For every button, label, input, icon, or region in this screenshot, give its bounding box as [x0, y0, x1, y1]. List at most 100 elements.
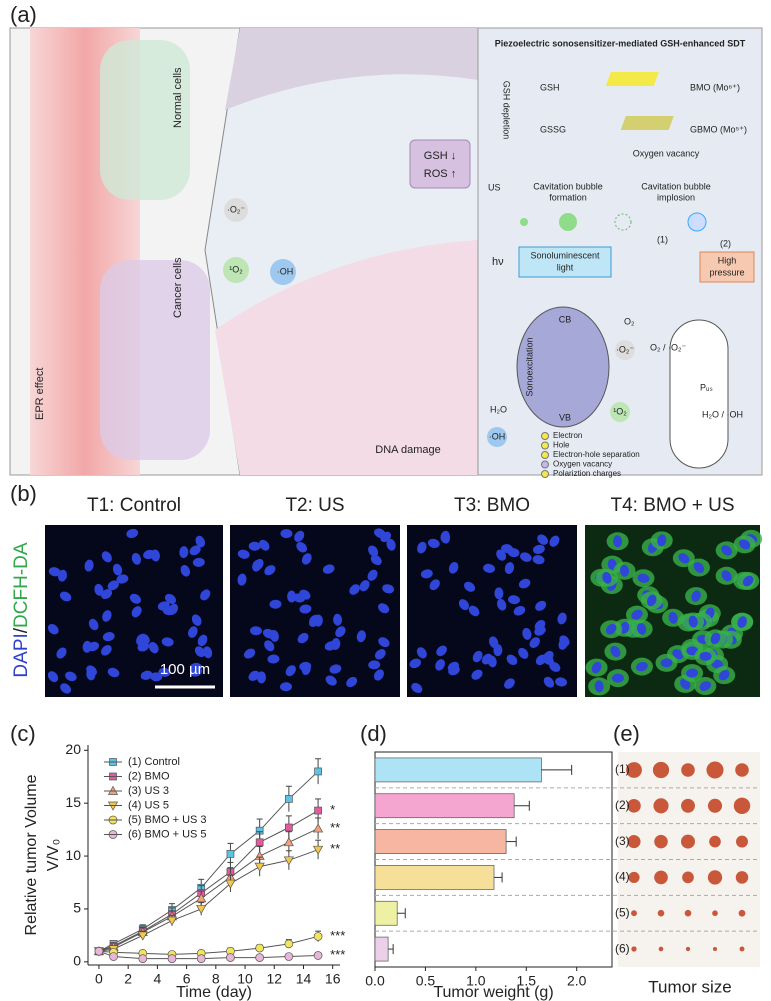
- marker: [284, 939, 294, 949]
- label: DNA damage: [375, 444, 440, 456]
- nucleus: [88, 618, 99, 631]
- tumor-photo: [618, 752, 760, 967]
- nucleus: [555, 677, 568, 687]
- legend-label: (1) Control: [128, 756, 180, 768]
- nucleus: [411, 682, 423, 694]
- nucleus: [143, 549, 155, 560]
- x-axis-label: Tumor weight (g): [433, 984, 553, 1001]
- label: Oxygen vacancy: [633, 148, 700, 158]
- nucleus: [370, 554, 382, 566]
- cell-membrane: [225, 28, 478, 110]
- nucleus: [494, 587, 504, 600]
- tumor: [626, 762, 642, 778]
- nucleus: [101, 645, 112, 656]
- marker: [312, 823, 324, 833]
- bubble: [520, 218, 528, 226]
- legend-marker: [541, 451, 549, 459]
- nucleus: [299, 589, 311, 600]
- nucleus: [594, 680, 604, 693]
- tumor: [628, 871, 640, 883]
- nucleus: [200, 589, 211, 601]
- nucleus: [112, 563, 123, 576]
- nucleus: [504, 562, 515, 574]
- nucleus: [148, 641, 159, 654]
- label: GBMO (Mo⁵⁺): [690, 124, 747, 134]
- label: ¹O₂: [229, 264, 243, 274]
- nucleus: [47, 671, 59, 683]
- y-tick-label: 5: [73, 900, 81, 916]
- nucleus: [417, 541, 427, 554]
- label: GSH depletion: [502, 81, 512, 140]
- label: pressure: [709, 267, 744, 277]
- legend-label: Electron: [553, 431, 582, 440]
- nucleus: [688, 615, 698, 628]
- nucleus: [710, 632, 721, 645]
- tumor: [735, 763, 749, 777]
- nucleus: [610, 646, 621, 658]
- label: light: [557, 262, 574, 272]
- nucleus: [686, 668, 699, 678]
- nucleus: [386, 538, 396, 551]
- band-diagram: [516, 306, 610, 428]
- scale-label: 100 µm: [160, 661, 210, 678]
- micrographs: T1: Control T2: US T3: BMO T4: BMO + US: [45, 495, 763, 697]
- tumor: [631, 946, 637, 952]
- ros-bubble: [610, 402, 630, 422]
- nucleus: [737, 616, 747, 628]
- nucleus: [129, 593, 141, 604]
- nucleus: [678, 553, 690, 564]
- bubble: [559, 213, 577, 231]
- nucleus: [672, 649, 684, 660]
- tumor: [685, 946, 691, 952]
- nucleus: [116, 574, 129, 584]
- nucleus: [591, 661, 602, 674]
- marker: [313, 932, 323, 941]
- nucleus: [301, 553, 312, 565]
- nucleus: [188, 626, 198, 638]
- nucleus: [448, 561, 459, 574]
- nucleus: [520, 552, 532, 562]
- bar: [374, 829, 507, 854]
- nucleus: [613, 535, 623, 548]
- nucleus: [496, 598, 507, 611]
- legend-marker: [541, 460, 549, 469]
- nucleus: [458, 599, 470, 611]
- tumor: [712, 910, 718, 917]
- nucleus: [513, 605, 526, 616]
- nucleus: [107, 580, 119, 591]
- nucleus: [472, 650, 483, 663]
- panel-label: (e): [613, 721, 640, 746]
- nucleus: [559, 635, 570, 647]
- nucleus: [549, 535, 560, 547]
- x-tick-label: 0: [95, 971, 103, 987]
- label: (2): [720, 238, 731, 248]
- tumor: [735, 871, 749, 884]
- label: Piezoelectric sonosensitizer-mediated GS…: [495, 38, 746, 48]
- label: ·O₂⁻: [227, 204, 245, 214]
- nucleus: [299, 604, 312, 614]
- nucleus: [436, 645, 447, 657]
- nucleus: [180, 564, 191, 577]
- nucleus: [378, 637, 390, 648]
- nucleus: [493, 644, 503, 657]
- x-tick-label: 16: [325, 971, 341, 987]
- nucleus: [189, 545, 201, 556]
- marker: [109, 952, 118, 961]
- y-tick-label: 10: [65, 847, 81, 863]
- x-tick-label: 14: [296, 971, 312, 987]
- category-label: (3): [615, 834, 630, 848]
- nucleus: [448, 665, 460, 676]
- x-tick-label: 0.5: [416, 973, 436, 989]
- nucleus: [191, 614, 202, 626]
- nucleus: [427, 538, 440, 548]
- nucleus: [237, 549, 250, 559]
- marker: [312, 845, 324, 855]
- nucleus: [742, 575, 754, 587]
- nucleus: [179, 546, 189, 559]
- label: ·OH: [489, 431, 506, 441]
- label: formation: [549, 192, 587, 202]
- nucleus: [192, 557, 205, 567]
- label: VB: [559, 412, 571, 422]
- label: H₂O / ·OH: [702, 409, 743, 419]
- stain: DAPI: [11, 633, 32, 677]
